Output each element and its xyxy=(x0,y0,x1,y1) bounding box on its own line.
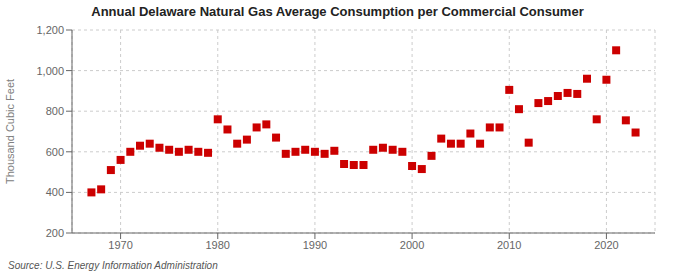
svg-text:200: 200 xyxy=(46,227,64,239)
svg-text:2020: 2020 xyxy=(594,239,618,251)
html-text:Source: U.S. Energy Informatio: Source: U.S. Energy Information Administ… xyxy=(8,260,218,271)
svg-text:Thousand Cubic Feet: Thousand Cubic Feet xyxy=(8,79,16,184)
svg-text:2010: 2010 xyxy=(497,239,521,251)
svg-text:1,200: 1,200 xyxy=(36,24,64,36)
svg-text:1980: 1980 xyxy=(206,239,230,251)
html-text:Annual Delaware Natural Gas Av: Annual Delaware Natural Gas Average Cons… xyxy=(91,4,584,19)
svg-text:800: 800 xyxy=(46,105,64,117)
svg-text:600: 600 xyxy=(46,146,64,158)
svg-text:1990: 1990 xyxy=(303,239,327,251)
svg-text:400: 400 xyxy=(46,186,64,198)
svg-text:2000: 2000 xyxy=(400,239,424,251)
svg-text:1,000: 1,000 xyxy=(36,65,64,77)
svg-text:1970: 1970 xyxy=(108,239,132,251)
